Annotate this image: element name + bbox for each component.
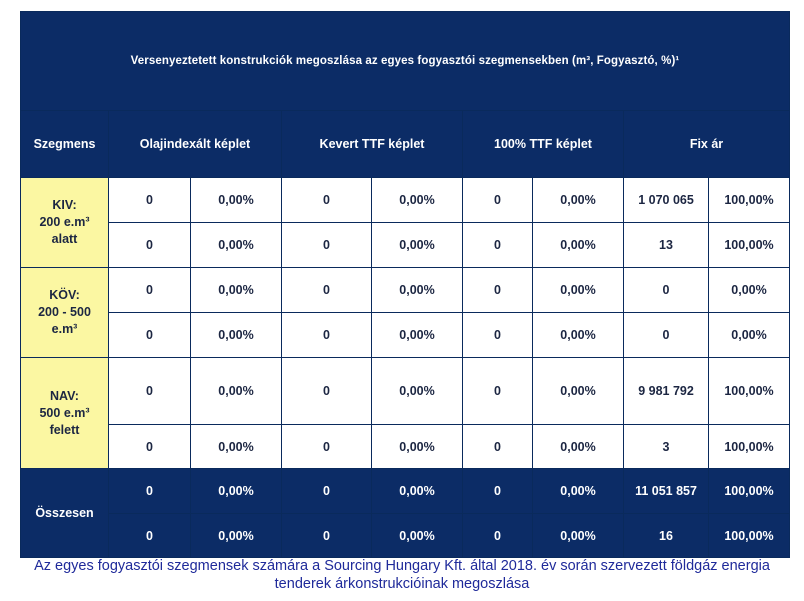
segment-label-line: NAV: [50,388,79,403]
table-cell: 0 [462,267,533,313]
table-cell: 0 [108,222,191,268]
table-cell: 0,00% [190,312,282,358]
table-title: Versenyeztetett konstrukciók megoszlása … [20,11,790,111]
total-label: Összesen [20,468,109,558]
header-fixed-price: Fix ár [623,110,790,178]
table-cell: 0 [281,267,372,313]
table-cell: 0,00% [371,312,463,358]
table-cell: 0 [108,357,191,425]
caption-line: Az egyes fogyasztói szegmensek számára a… [34,558,770,574]
table-caption: Az egyes fogyasztói szegmensek számára a… [0,557,804,593]
header-segment: Szegmens [20,110,109,178]
table-cell: 0,00% [190,267,282,313]
segment-label-line: KÖV: [49,288,80,302]
table-cell: 0,00% [532,312,624,358]
segment-label-line: alatt [51,232,78,246]
table-cell: 0 [623,312,709,358]
total-cell: 11 051 857 [623,468,709,514]
total-cell: 16 [623,513,709,558]
table-cell: 0 [281,177,372,223]
table-cell: 0 [108,424,191,469]
table-cell: 0 [462,177,533,223]
segment-label-kov: KÖV: 200 - 500 e.m³ [20,267,109,358]
total-cell: 0,00% [532,468,624,514]
table-cell: 0 [108,177,191,223]
total-cell: 0,00% [190,513,282,558]
table-cell: 0,00% [371,267,463,313]
table-cell: 100,00% [708,222,790,268]
total-cell: 0,00% [371,513,463,558]
table-wrapper: Versenyeztetett konstrukciók megoszlása … [20,11,790,558]
table-cell: 3 [623,424,709,469]
total-cell: 0,00% [532,513,624,558]
table-cell: 0,00% [532,357,624,425]
segment-label-line: 500 e.m³ [39,405,90,420]
table-cell: 1 070 065 [623,177,709,223]
table-cell: 0 [462,424,533,469]
table-cell: 9 981 792 [623,357,709,425]
header-100-ttf: 100% TTF képlet [462,110,624,178]
total-cell: 0,00% [371,468,463,514]
table-cell: 100,00% [708,357,790,425]
total-cell: 0,00% [190,468,282,514]
header-oil-indexed: Olajindexált képlet [108,110,282,178]
table-cell: 13 [623,222,709,268]
total-cell: 100,00% [708,513,790,558]
table-cell: 0 [281,312,372,358]
table-cell: 0,00% [371,357,463,425]
header-mixed-ttf: Kevert TTF képlet [281,110,463,178]
table-cell: 0,00% [371,222,463,268]
table-cell: 0,00% [190,424,282,469]
table-cell: 0 [281,424,372,469]
table-cell: 0,00% [708,267,790,313]
caption-line: tenderek árkonstrukcióinak megoszlása [274,576,530,592]
table-cell: 0,00% [371,177,463,223]
segment-label-line: e.m³ [51,322,78,336]
table-cell: 0,00% [190,357,282,425]
table-cell: 0 [108,267,191,313]
table-cell: 0,00% [532,177,624,223]
total-cell: 0 [462,513,533,558]
table-cell: 0,00% [190,222,282,268]
table-cell: 0 [623,267,709,313]
table-cell: 0,00% [532,424,624,469]
total-cell: 0 [108,468,191,514]
table-cell: 0,00% [532,267,624,313]
segment-label-nav: NAV: 500 e.m³ felett [20,357,109,469]
table-cell: 100,00% [708,424,790,469]
segment-label-line: 200 - 500 [38,305,91,319]
table-cell: 0 [462,222,533,268]
total-cell: 100,00% [708,468,790,514]
segment-distribution-table: Versenyeztetett konstrukciók megoszlása … [20,11,790,558]
segment-label-line: felett [49,422,80,437]
total-cell: 0 [108,513,191,558]
table-cell: 0,00% [190,177,282,223]
table-cell: 0 [462,312,533,358]
table-cell: 0 [281,357,372,425]
table-cell: 0,00% [708,312,790,358]
table-cell: 0,00% [371,424,463,469]
total-cell: 0 [281,513,372,558]
table-cell: 0,00% [532,222,624,268]
table-cell: 100,00% [708,177,790,223]
total-cell: 0 [281,468,372,514]
segment-label-kiv: KIV: 200 e.m³ alatt [20,177,109,268]
segment-label-line: KIV: [52,198,77,212]
total-cell: 0 [462,468,533,514]
table-cell: 0 [108,312,191,358]
table-cell: 0 [462,357,533,425]
segment-label-line: 200 e.m³ [39,215,90,229]
table-cell: 0 [281,222,372,268]
